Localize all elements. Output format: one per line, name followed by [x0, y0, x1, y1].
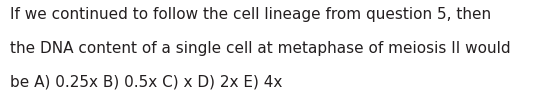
Text: the DNA content of a single cell at metaphase of meiosis II would: the DNA content of a single cell at meta…	[10, 41, 511, 56]
Text: be A) 0.25x B) 0.5x C) x D) 2x E) 4x: be A) 0.25x B) 0.5x C) x D) 2x E) 4x	[10, 75, 282, 90]
Text: If we continued to follow the cell lineage from question 5, then: If we continued to follow the cell linea…	[10, 7, 491, 22]
